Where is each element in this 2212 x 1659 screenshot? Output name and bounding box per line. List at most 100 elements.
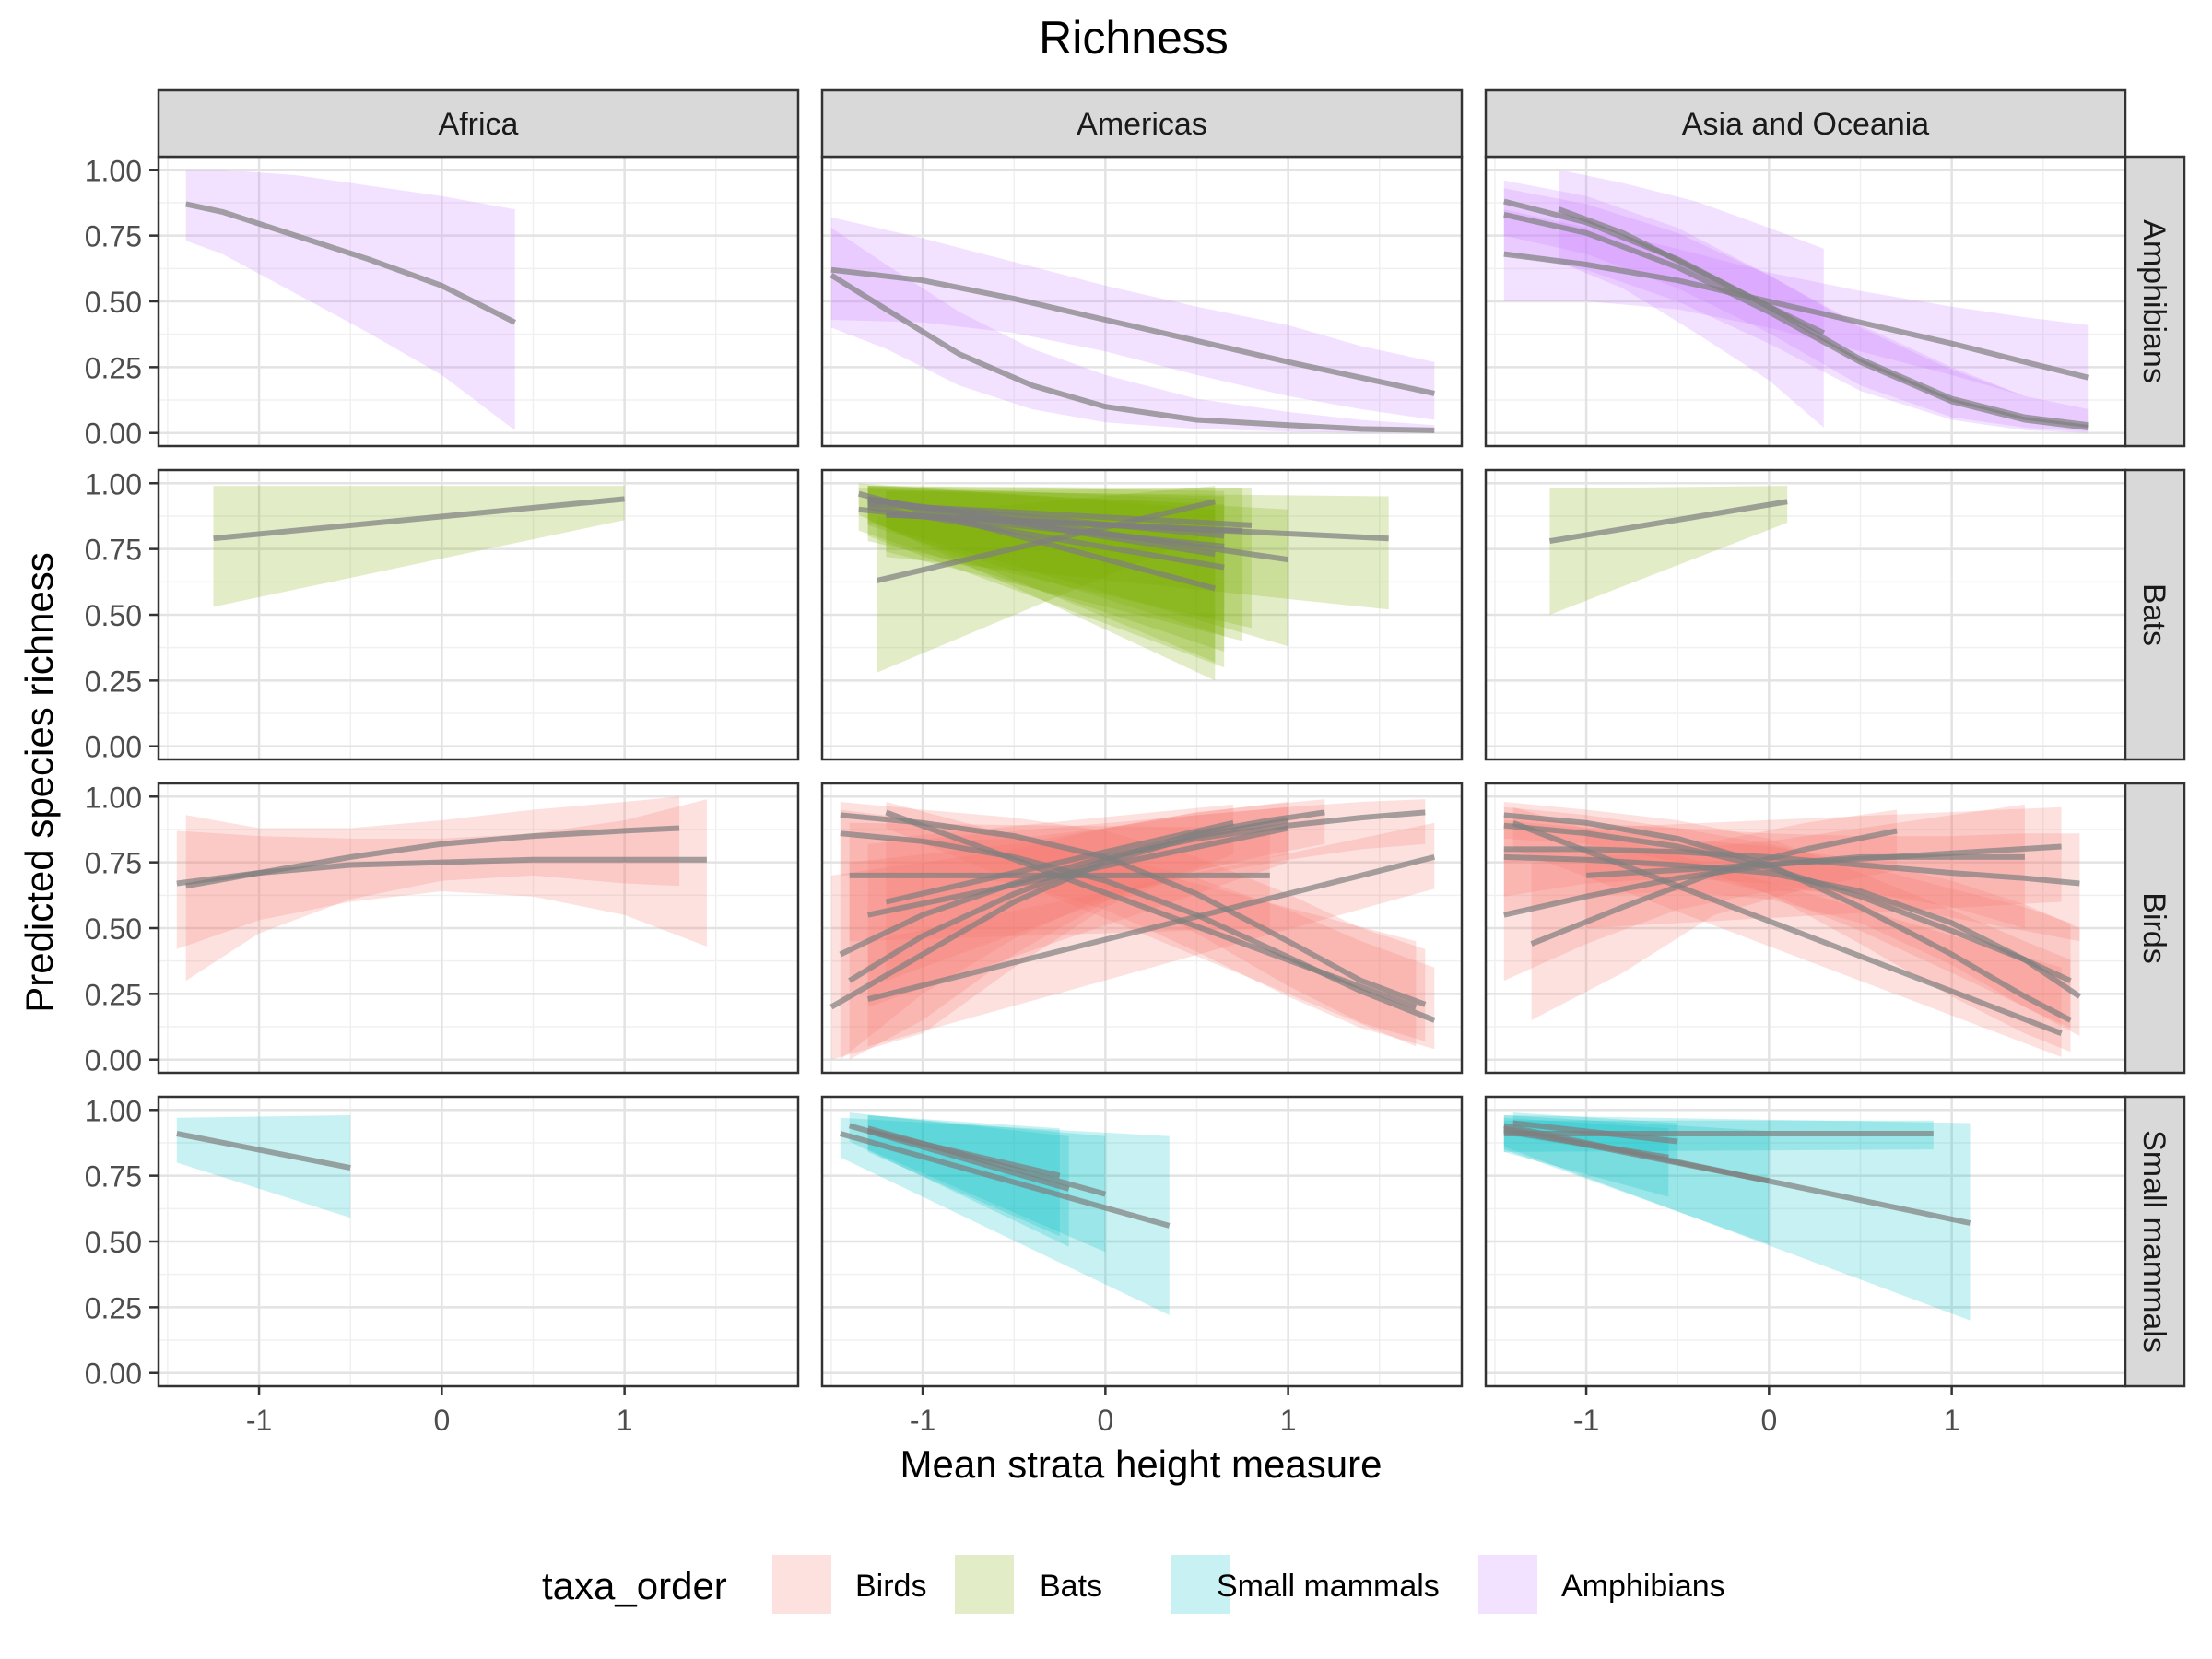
confidence-ribbon bbox=[185, 170, 515, 430]
x-tick-label: 0 bbox=[433, 1404, 450, 1437]
confidence-ribbon bbox=[877, 486, 1216, 673]
panel-africa-amphibians bbox=[159, 157, 798, 446]
prediction-line bbox=[830, 818, 1289, 1010]
panel-border bbox=[820, 468, 1464, 761]
strip-label-americas: Americas bbox=[1077, 107, 1207, 142]
confidence-ribbon bbox=[840, 809, 1435, 1050]
y-tick-label: 1.00 bbox=[85, 154, 142, 187]
prediction-line bbox=[866, 825, 1289, 918]
y-tick-label: 0.00 bbox=[85, 731, 142, 764]
confidence-ribbon bbox=[867, 486, 1216, 663]
prediction-line bbox=[1530, 828, 1898, 947]
prediction-line bbox=[876, 499, 1216, 583]
legend-label-birds: Birds bbox=[855, 1569, 926, 1604]
strip-label-small-mammals: Small mammals bbox=[2136, 1130, 2171, 1353]
series-group-africa-bats bbox=[213, 486, 625, 607]
prediction-line bbox=[1503, 853, 2082, 999]
y-tick-label: 0.25 bbox=[85, 351, 142, 384]
y-tick-label: 1.00 bbox=[85, 1094, 142, 1127]
confidence-ribbon bbox=[830, 217, 1435, 420]
y-tick-label: 0.50 bbox=[85, 286, 142, 319]
x-tick-label: 0 bbox=[1097, 1404, 1113, 1437]
confidence-ribbon bbox=[830, 228, 1435, 433]
prediction-line bbox=[1503, 251, 2090, 381]
series-group-americas-amphibians bbox=[830, 217, 1435, 433]
y-tick-label: 0.25 bbox=[85, 665, 142, 698]
legend-label-bats: Bats bbox=[1040, 1569, 1102, 1604]
confidence-ribbon bbox=[867, 806, 1288, 1007]
panel-asia-and-oceania-bats bbox=[1486, 470, 2125, 759]
legend-label-amphibians: Amphibians bbox=[1561, 1569, 1725, 1604]
confidence-ribbon bbox=[1503, 209, 2089, 412]
prediction-line bbox=[1503, 1128, 1669, 1160]
x-tick-label: 0 bbox=[1760, 1404, 1777, 1437]
x-tick-label: 1 bbox=[1944, 1404, 1960, 1437]
panel-border bbox=[820, 1095, 1464, 1388]
legend-key-bats bbox=[955, 1555, 1014, 1614]
series-group-americas-birds bbox=[830, 799, 1436, 1060]
x-tick-label: 1 bbox=[617, 1404, 633, 1437]
prediction-line bbox=[1512, 819, 2063, 1037]
legend: taxa_order Birds Bats Small mammals Amphibi… bbox=[542, 1555, 1725, 1614]
y-tick-label: 0.25 bbox=[85, 978, 142, 1011]
y-tick-label: 1.00 bbox=[85, 781, 142, 814]
prediction-line bbox=[1548, 499, 1788, 545]
confidence-ribbon bbox=[185, 796, 680, 982]
y-tick-label: 0.75 bbox=[85, 220, 142, 253]
strip-bats bbox=[2124, 468, 2186, 761]
x-axis-title: Mean strata height measure bbox=[900, 1442, 1382, 1486]
x-tick-label: 1 bbox=[1280, 1404, 1297, 1437]
prediction-line bbox=[866, 1125, 1107, 1197]
strip-small-mammals bbox=[2124, 1095, 2186, 1388]
strip-label-bats: Bats bbox=[2136, 583, 2171, 646]
confidence-ribbon bbox=[1503, 804, 2025, 982]
chart-title: Richness bbox=[1039, 12, 1229, 64]
series-group-asia-and-oceania-amphibians bbox=[1503, 170, 2090, 433]
strip-birds bbox=[2124, 782, 2186, 1075]
strip-amphibians bbox=[2124, 155, 2186, 448]
y-tick-label: 0.75 bbox=[85, 534, 142, 567]
series-group-asia-and-oceania-birds bbox=[1503, 802, 2082, 1057]
legend-key-amphibians bbox=[1478, 1555, 1537, 1614]
strip-label-birds: Birds bbox=[2136, 892, 2171, 963]
series-group-africa-small-mammals bbox=[176, 1115, 351, 1218]
strip-asia-and-oceania bbox=[1484, 88, 2127, 159]
y-tick-label: 0.00 bbox=[85, 1044, 142, 1077]
y-tick-label: 0.50 bbox=[85, 599, 142, 632]
confidence-ribbon bbox=[840, 799, 1426, 1060]
series-group-africa-birds bbox=[176, 796, 707, 982]
y-tick-label: 0.00 bbox=[85, 1358, 142, 1391]
y-tick-label: 1.00 bbox=[85, 467, 142, 500]
prediction-line bbox=[885, 819, 1234, 905]
y-tick-label: 0.75 bbox=[85, 1160, 142, 1194]
confidence-ribbon bbox=[867, 822, 1435, 1047]
legend-key-birds bbox=[772, 1555, 831, 1614]
confidence-ribbon bbox=[176, 799, 707, 949]
prediction-line bbox=[830, 272, 1435, 433]
strip-americas bbox=[820, 88, 1464, 159]
confidence-ribbon bbox=[1503, 1115, 1971, 1321]
prediction-line bbox=[1585, 843, 2062, 878]
confidence-ribbon bbox=[849, 799, 1325, 1060]
strip-label-amphibians: Amphibians bbox=[2136, 219, 2171, 383]
prediction-line bbox=[185, 825, 680, 889]
legend-key-small-mammals bbox=[1171, 1555, 1230, 1614]
prediction-line bbox=[1503, 812, 2072, 1023]
confidence-ribbon bbox=[858, 483, 1216, 681]
confidence-ribbon bbox=[830, 802, 1288, 1060]
confidence-ribbon bbox=[849, 1112, 1069, 1247]
y-tick-label: 0.00 bbox=[85, 418, 142, 451]
series-group-africa-amphibians bbox=[185, 170, 517, 430]
panel-africa-small-mammals bbox=[159, 1097, 798, 1386]
prediction-line bbox=[213, 496, 625, 542]
y-tick-label: 0.75 bbox=[85, 847, 142, 880]
panel-border bbox=[820, 782, 1464, 1075]
panel-africa-bats bbox=[159, 470, 798, 759]
y-axis-title: Predicted species richness bbox=[18, 552, 61, 1013]
prediction-line bbox=[1503, 211, 2089, 430]
confidence-ribbon bbox=[1549, 486, 1788, 615]
prediction-line bbox=[866, 853, 1436, 1003]
prediction-line bbox=[1512, 1120, 1678, 1145]
prediction-line bbox=[885, 809, 1418, 1010]
